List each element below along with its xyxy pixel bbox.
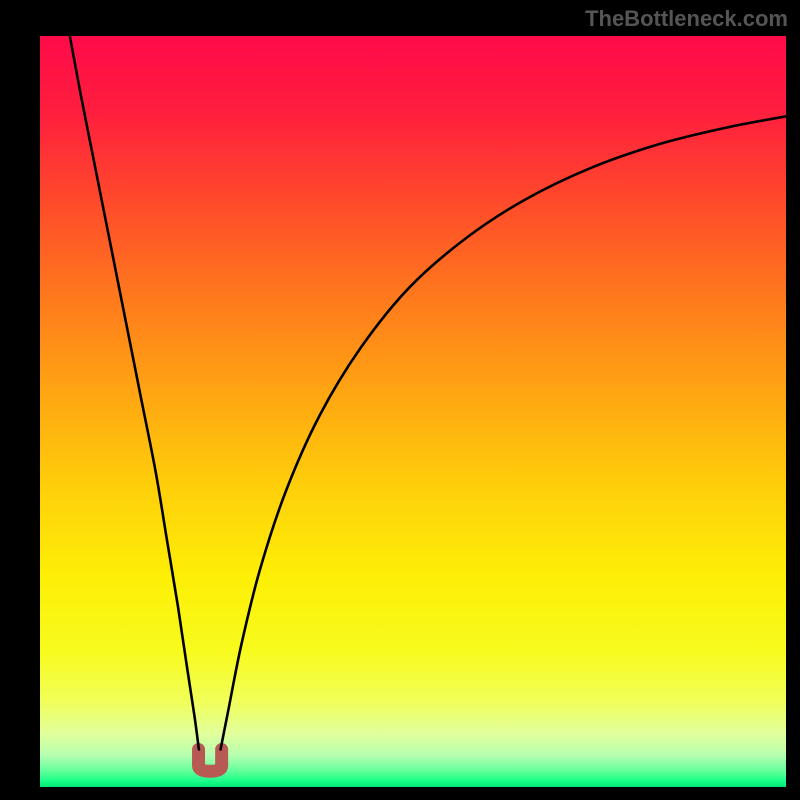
curve-right — [221, 116, 786, 749]
watermark-text: TheBottleneck.com — [585, 6, 788, 32]
curve-layer — [0, 0, 800, 800]
minimum-marker — [199, 749, 222, 771]
chart-stage: TheBottleneck.com — [0, 0, 800, 800]
curve-left — [70, 36, 199, 749]
